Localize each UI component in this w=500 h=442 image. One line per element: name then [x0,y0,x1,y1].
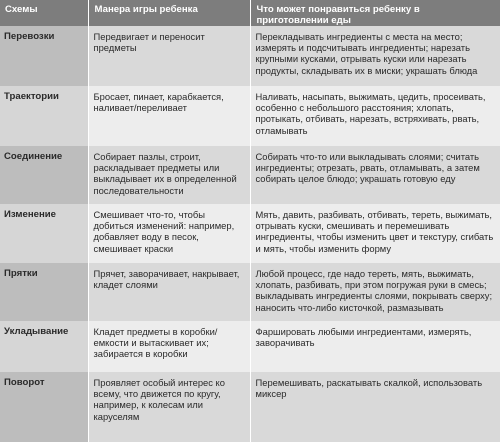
cooking-activity: Перемешивать, раскатывать скалкой, испол… [251,372,500,399]
play-manner: Собирает пазлы, строит, раскладывает пре… [89,146,250,196]
header-cooking: Что может понравиться ребенку в приготов… [250,0,500,26]
scheme-name: Прятки [0,263,88,279]
table-row: Поворот Проявляет особый интерес ко всем… [0,372,500,442]
cooking-activity: Перекладывать ингредиенты с места на мес… [251,26,500,76]
play-manner: Бросает, пинает, карабкается, наливает/п… [89,86,250,113]
cooking-activity: Собирать что-то или выкладывать слоями; … [251,146,500,185]
play-manner: Кладет предметы в коробки/емкости и выта… [89,321,250,360]
header-play-manner: Манера игры ребенка [88,0,250,26]
cooking-activity: Наливать, насыпать, выжимать, цедить, пр… [251,86,500,136]
cooking-activity: Любой процесс, где надо тереть, мять, вы… [251,263,500,313]
table-row: Траектории Бросает, пинает, карабкается,… [0,86,500,146]
scheme-name: Изменение [0,204,88,220]
scheme-name: Траектории [0,86,88,102]
scheme-name: Укладывание [0,321,88,337]
cooking-activity: Мять, давить, разбивать, отбивать, терет… [251,204,500,254]
table-row: Соединение Собирает пазлы, строит, раскл… [0,146,500,204]
table-row: Изменение Смешивает что-то, чтобы добить… [0,204,500,263]
play-manner: Смешивает что-то, чтобы добиться изменен… [89,204,250,254]
table-row: Перевозки Передвигает и переносит предме… [0,26,500,86]
play-manner: Прячет, заворачивает, накрывает, кладет … [89,263,250,290]
scheme-name: Соединение [0,146,88,162]
scheme-name: Поворот [0,372,88,388]
play-manner: Передвигает и переносит предметы [89,26,250,53]
table-row: Укладывание Кладет предметы в коробки/ем… [0,321,500,372]
scheme-name: Перевозки [0,26,88,42]
table-row: Прятки Прячет, заворачивает, накрывает, … [0,263,500,321]
table-header-row: Схемы Манера игры ребенка Что может понр… [0,0,500,26]
header-schemes: Схемы [0,0,88,26]
play-manner: Проявляет особый интерес ко всему, что д… [89,372,250,422]
cooking-activity: Фаршировать любыми ингредиентами, измеря… [251,321,500,348]
